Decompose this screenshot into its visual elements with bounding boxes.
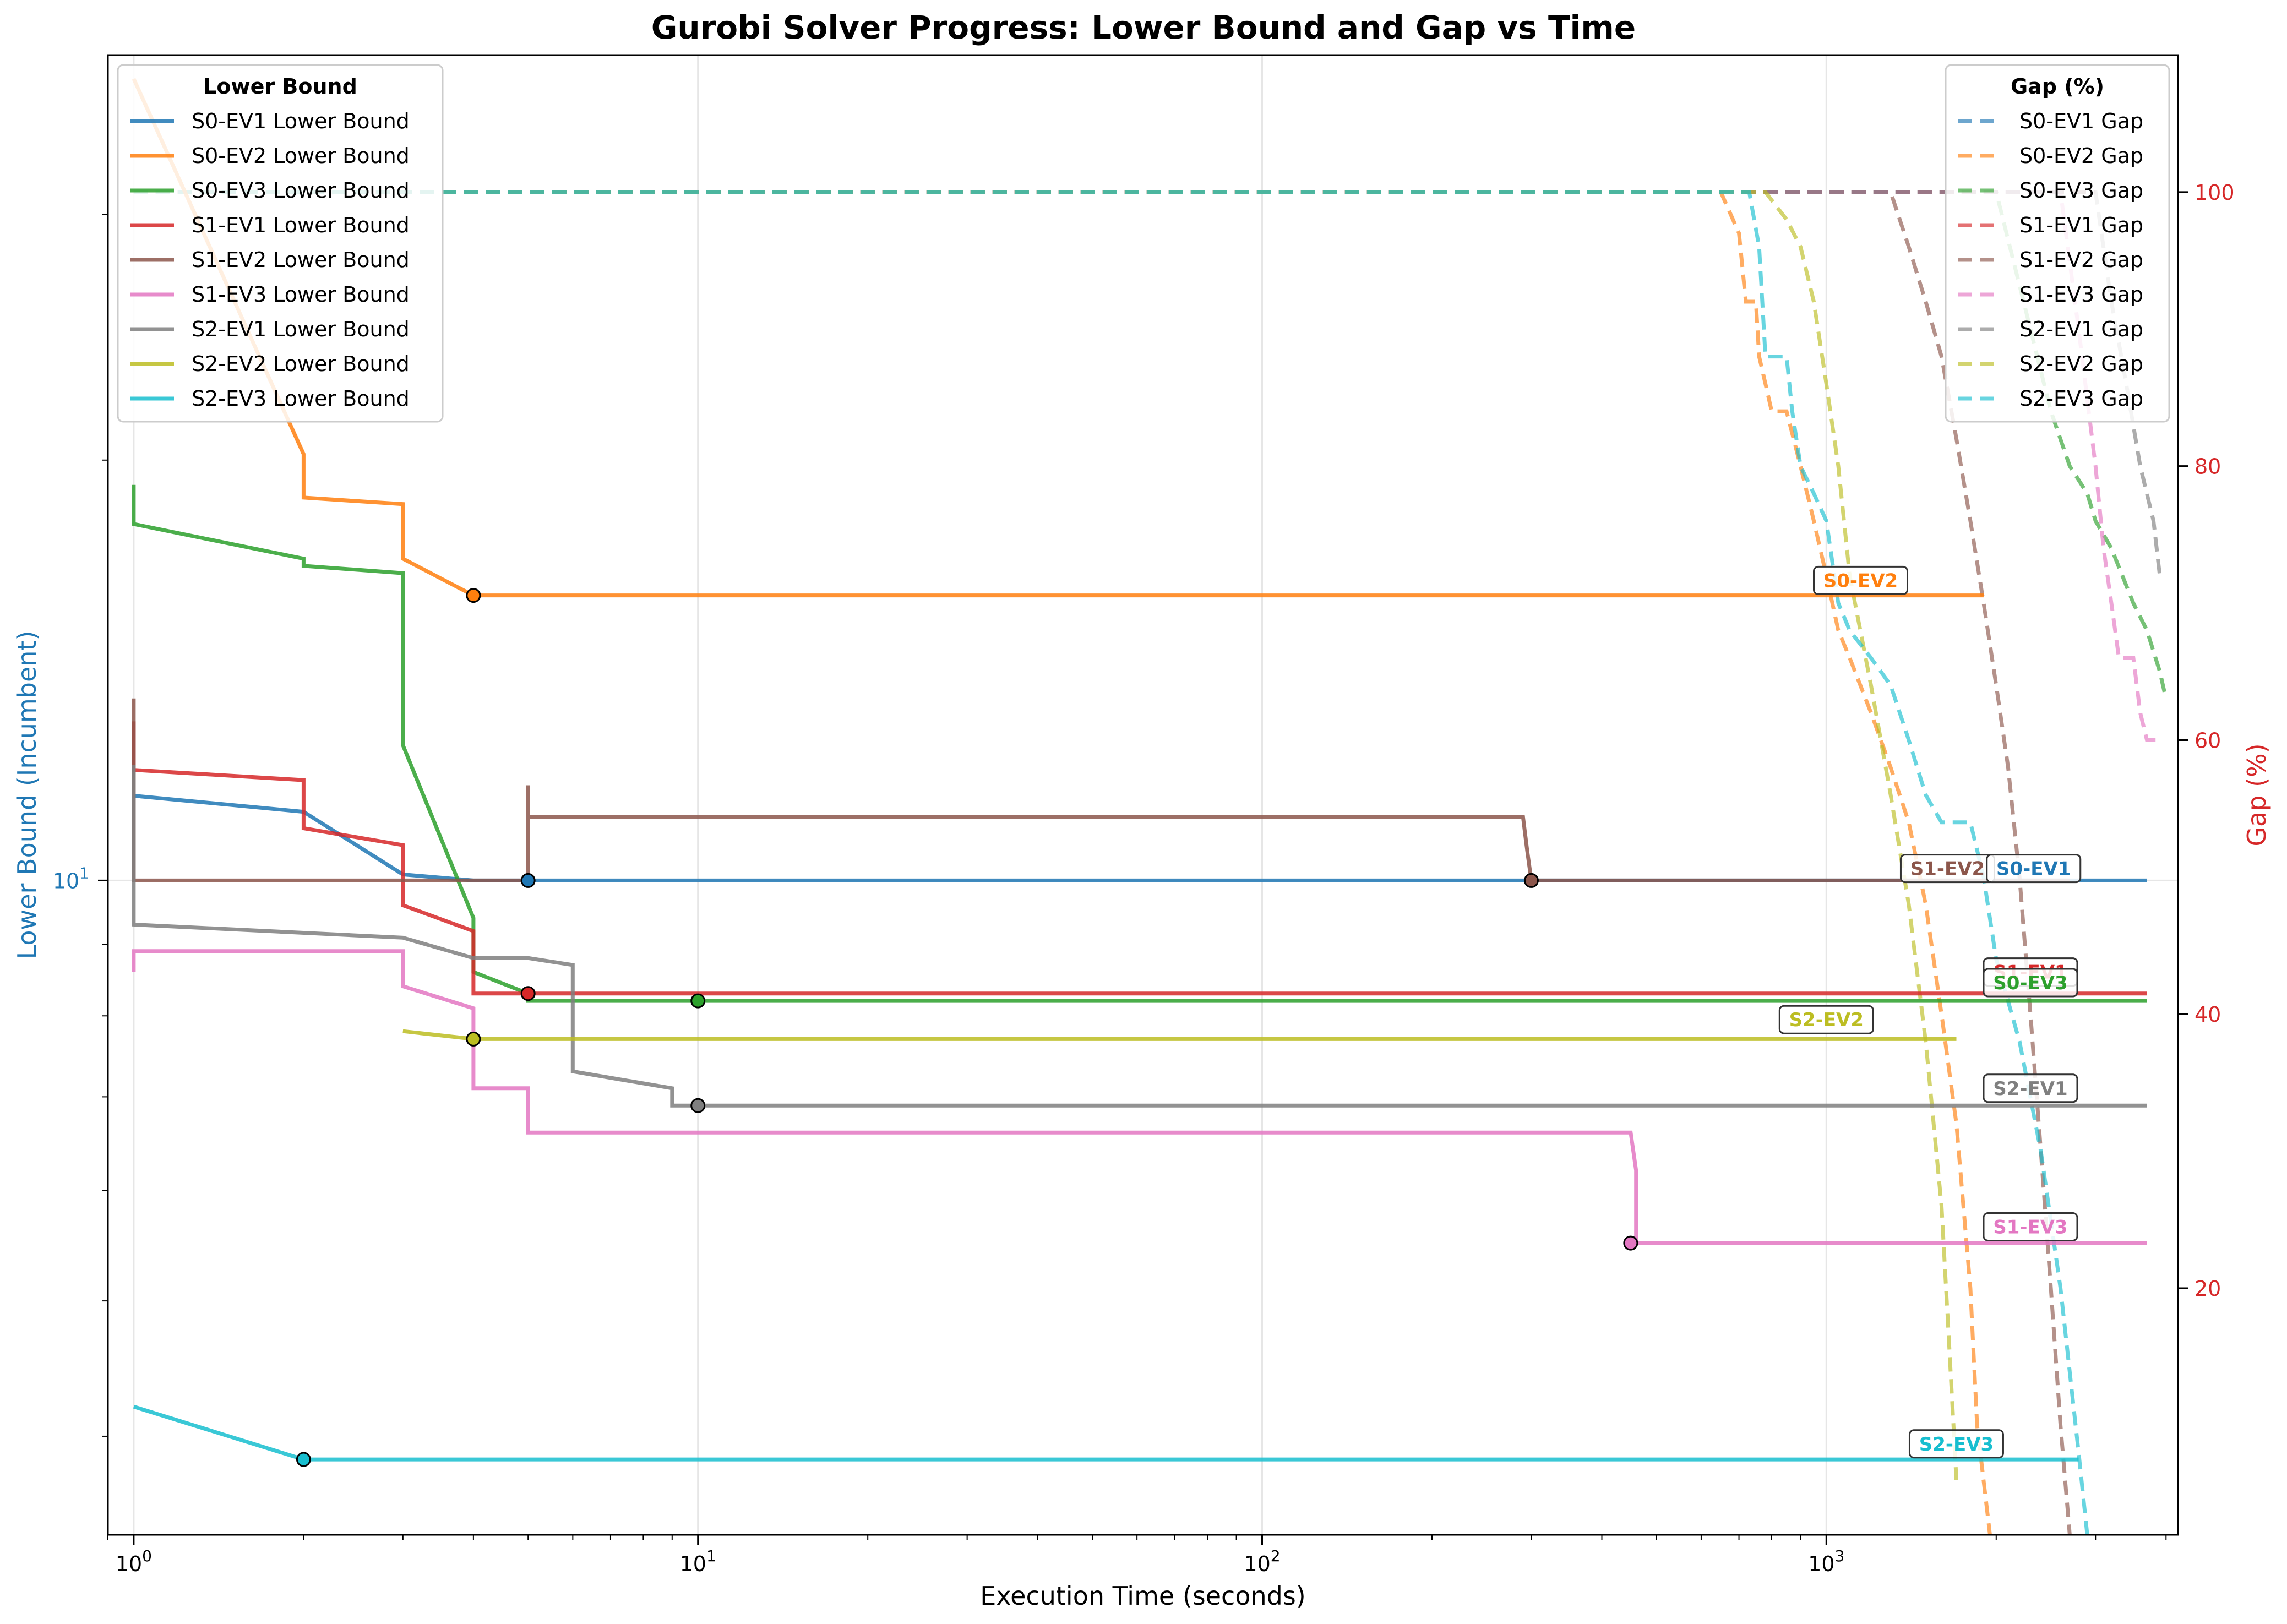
x-axis-label: Execution Time (seconds) [980,1581,1305,1611]
legend-lb-label-s2-ev3: S2-EV3 Lower Bound [192,386,410,411]
legend-lower-bound-items: S0-EV1 Lower Bound S0-EV2 Lower Bound S0-E… [130,109,410,411]
legend-gap: Gap (%) S0-EV1 Gap S0-EV2 Gap S0-EV3 Gap S1… [1945,64,2170,423]
y-right-tick-label: 20 [2195,1277,2221,1301]
marker-s2-ev2 [466,1031,481,1047]
marker-s1-ev2 [1523,873,1539,888]
legend-lb-label-s0-ev2: S0-EV2 Lower Bound [192,144,410,168]
marker-s0-ev1 [520,873,536,888]
tag-box [1983,1073,2078,1103]
tag-s0-ev2: S0-EV2 [1812,565,1908,595]
lb-line-s0-ev1 [133,794,2147,882]
tag-layer: S0-EV2S1-EV2S0-EV1S1-EV1S0-EV3S2-EV2S2-E… [1778,565,2082,1459]
tag-label: S1-EV2 [1910,858,1985,880]
legend-gap-label-s1-ev3: S1-EV3 Gap [2019,282,2143,307]
lb-line-s1-ev2 [132,698,2070,882]
legend-gap-label-s2-ev2: S2-EV2 Gap [2019,352,2143,376]
tag-s1-ev2: S1-EV2 [1899,854,1995,884]
legend-gap-label-s0-ev3: S0-EV3 Gap [2019,178,2143,203]
x-tick-label: 100 [116,1547,152,1576]
axis-layer: 100 101 102 103 101 20 40 60 80 100 [53,181,2235,1576]
legend-gap-box [1945,64,2170,423]
gap-line-s1-ev3 [133,190,2160,742]
lb-line-s2-ev1 [132,765,2147,1108]
tag-s0-ev3: S0-EV3 [1983,968,2078,998]
tag-s2-ev2: S2-EV2 [1778,1005,1874,1034]
x-tick-label: 101 [680,1547,716,1576]
tag-box [1812,565,1908,595]
tag-label: S0-EV2 [1823,570,1898,592]
gap-line-s2-ev3 [133,190,2089,1535]
tag-s0-ev1: S0-EV1 [1986,854,2082,884]
legend-gap-label-s2-ev3: S2-EV3 Gap [2019,386,2143,411]
legend-gap-label-s0-ev1: S0-EV1 Gap [2019,109,2143,133]
y-right-tick-label: 40 [2195,1002,2221,1027]
legend-lower-bound-title: Lower Bound [203,74,357,99]
marker-s1-ev3 [1623,1235,1638,1251]
marker-s2-ev1 [690,1098,706,1113]
tag-box [1778,1005,1874,1034]
tag-s1-ev3: S1-EV3 [1983,1212,2078,1241]
legend-lb-label-s2-ev1: S2-EV1 Lower Bound [192,317,410,341]
marker-s0-ev2 [466,588,481,603]
legend-lb-label-s1-ev1: S1-EV1 Lower Bound [192,213,410,237]
tag-label: S0-EV3 [1993,972,2067,994]
x-tick-label: 102 [1244,1547,1280,1576]
marker-s0-ev3 [690,993,706,1009]
lb-line-s0-ev3 [132,484,2147,1003]
lb-line-s1-ev3 [132,949,2147,1245]
legend-lb-label-s0-ev3: S0-EV3 Lower Bound [192,178,410,203]
legend-gap-label-s2-ev1: S2-EV1 Gap [2019,317,2143,341]
y-right-tick-label: 60 [2195,728,2221,753]
gap-line-s0-ev3 [133,190,2168,700]
tag-box [1983,968,2078,998]
legend-lower-bound-box [117,64,444,423]
tag-s2-ev3: S2-EV3 [1908,1429,2004,1459]
y-right-tick-label: 80 [2195,455,2221,479]
legend-lb-label-s2-ev2: S2-EV2 Lower Bound [192,352,410,376]
tag-label: S2-EV2 [1789,1009,1864,1031]
plot-frame [107,54,2179,1536]
tag-label: S2-EV3 [1919,1434,1994,1456]
tag-s2-ev1: S2-EV1 [1983,1073,2078,1103]
tag-box [1908,1429,2004,1459]
y-right-tick-label: 100 [2195,181,2235,205]
legend-lb-label-s1-ev3: S1-EV3 Lower Bound [192,282,410,307]
lb-line-s1-ev1 [132,721,2147,996]
tag-box [1986,854,2082,884]
legend-gap-title: Gap (%) [2011,74,2104,99]
legend-gap-label-s1-ev1: S1-EV1 Gap [2019,213,2143,237]
legend-lb-label-s1-ev2: S1-EV2 Lower Bound [192,248,410,272]
legend-gap-label-s1-ev2: S1-EV2 Gap [2019,248,2143,272]
y-left-tick-label: 101 [53,864,89,893]
marker-s2-ev3 [296,1452,311,1467]
y-left-axis-label: Lower Bound (Incumbent) [12,631,42,960]
y-right-axis-label: Gap (%) [2242,743,2272,846]
tag-label: S0-EV1 [1996,858,2071,880]
legend-lb-label-s0-ev1: S0-EV1 Lower Bound [192,109,410,133]
x-tick-label: 103 [1808,1547,1844,1576]
tag-label: S1-EV3 [1993,1216,2067,1238]
legend-gap-label-s0-ev2: S0-EV2 Gap [2019,144,2143,168]
legend-gap-items: S0-EV1 Gap S0-EV2 Gap S0-EV3 Gap S1-EV1 Gap… [1958,109,2143,411]
chart-title: Gurobi Solver Progress: Lower Bound and … [651,9,1636,46]
marker-layer [296,588,1638,1467]
tag-box [1983,1212,2078,1241]
tag-label: S2-EV1 [1993,1078,2067,1100]
marker-s1-ev1 [520,986,536,1001]
legend-lower-bound: Lower Bound S0-EV1 Lower Bound S0-EV2 Low… [117,64,444,423]
